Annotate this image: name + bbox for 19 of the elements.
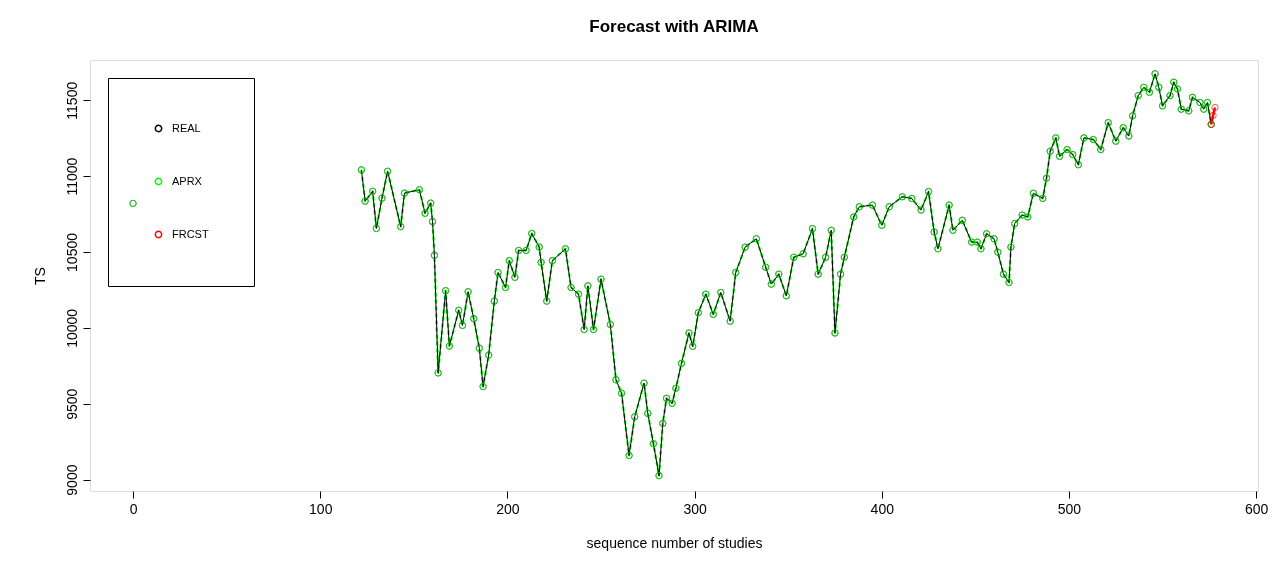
x-axis-title: sequence number of studies bbox=[586, 534, 763, 551]
y-tick-label: 10000 bbox=[63, 308, 80, 348]
y-tick-label: 9000 bbox=[63, 464, 80, 496]
x-tick-label: 100 bbox=[309, 500, 333, 517]
y-tick-label: 11000 bbox=[63, 157, 80, 196]
x-tick-label: 500 bbox=[1057, 500, 1082, 517]
legend-label: FRCST bbox=[172, 227, 209, 240]
x-tick-label: 600 bbox=[1244, 500, 1269, 517]
legend-label: REAL bbox=[172, 121, 201, 134]
chart-title: Forecast with ARIMA bbox=[589, 17, 759, 36]
y-tick-label: 9500 bbox=[63, 388, 80, 420]
x-tick-label: 0 bbox=[129, 500, 138, 517]
y-axis-title: TS bbox=[31, 267, 48, 285]
x-tick-label: 400 bbox=[870, 500, 895, 517]
legend-label: APRX bbox=[172, 174, 203, 187]
x-tick-label: 200 bbox=[496, 500, 520, 517]
x-tick-label: 300 bbox=[683, 500, 707, 517]
y-tick-label: 11500 bbox=[63, 81, 80, 120]
y-tick-label: 10500 bbox=[63, 232, 80, 272]
